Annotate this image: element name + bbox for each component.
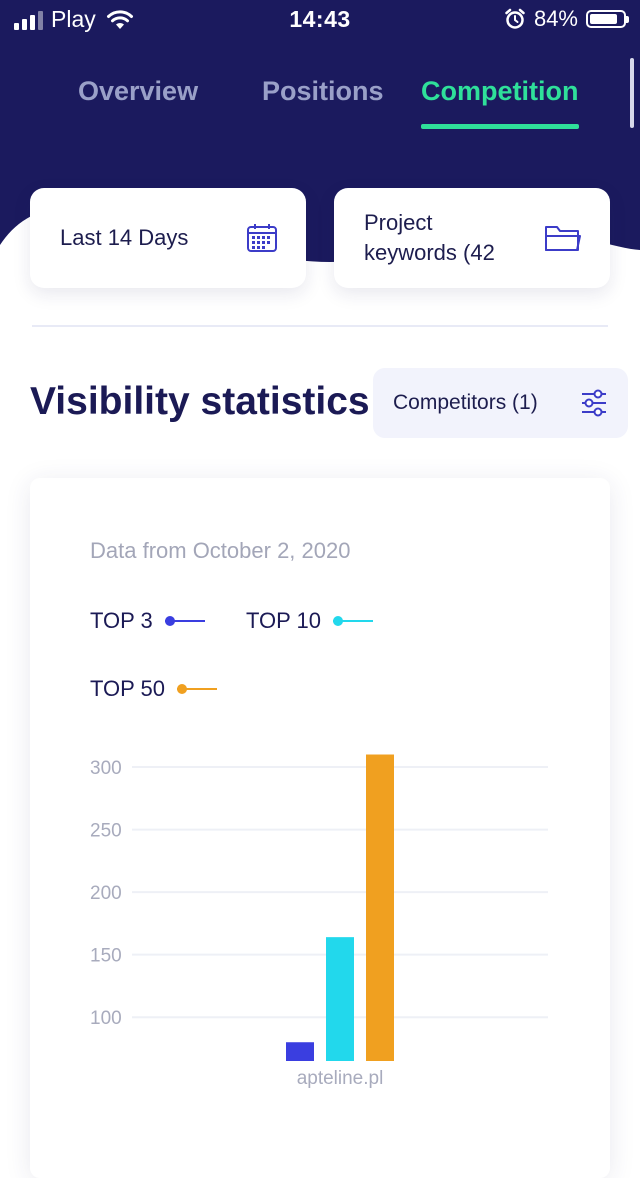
battery-level	[590, 14, 617, 24]
scroll-indicator[interactable]	[630, 58, 634, 128]
competitors-label: Competitors (1)	[393, 391, 538, 414]
bar-top3[interactable]	[286, 1042, 314, 1061]
section-title: Visibility statistics	[30, 380, 370, 423]
sliders-icon	[582, 389, 606, 417]
keywords-label: Project keywords (42	[364, 208, 495, 268]
tab-competition[interactable]: Competition	[421, 76, 579, 106]
visibility-chart-card: Data from October 2, 2020 TOP 3 TOP 10 T…	[30, 478, 610, 1178]
legend-item-top3[interactable]: TOP 3	[90, 608, 205, 634]
legend-label-top50: TOP 50	[90, 676, 166, 701]
signal-strength-icon	[14, 10, 43, 30]
legend-label-top10: TOP 10	[246, 608, 322, 633]
battery-percent: 84%	[533, 6, 578, 31]
y-tick-label: 150	[90, 946, 122, 967]
bar-chart: 100 150 200 250 300 apteline.pl	[90, 754, 548, 1089]
competitors-filter-button[interactable]: Competitors (1)	[373, 368, 628, 438]
legend-item-top50[interactable]: TOP 50	[90, 676, 218, 702]
date-range-label: Last 14 Days	[60, 225, 189, 250]
keywords-selector-button[interactable]: Project keywords (42	[334, 188, 610, 288]
x-category-label: apteline.pl	[297, 1068, 384, 1089]
date-range-button[interactable]: Last 14 Days	[30, 188, 306, 288]
y-tick-label: 250	[90, 821, 122, 842]
active-tab-indicator	[421, 124, 579, 129]
legend-item-top10[interactable]: TOP 10	[246, 608, 374, 634]
legend-swatch-top3	[164, 616, 205, 626]
battery-icon	[586, 10, 629, 28]
y-tick-label: 300	[90, 758, 122, 779]
wifi-icon	[106, 9, 133, 29]
carrier-name: Play	[51, 6, 96, 32]
bar-top50[interactable]	[366, 754, 394, 1061]
folder-icon	[545, 226, 581, 251]
section-divider	[32, 325, 608, 327]
status-left: Play	[14, 6, 134, 33]
keywords-label-line1: Project	[364, 210, 433, 235]
keywords-label-line2: keywords (42	[364, 240, 495, 265]
tab-overview[interactable]: Overview	[78, 76, 199, 106]
legend-swatch-top50	[177, 684, 218, 694]
alarm-icon	[505, 8, 525, 29]
status-time: 14:43	[289, 6, 351, 32]
legend-swatch-top10	[333, 616, 374, 626]
status-bar: Play 14:43 84%	[0, 0, 640, 42]
tab-bar: Overview Positions Competition	[0, 76, 640, 132]
data-from-label: Data from October 2, 2020	[90, 538, 351, 563]
status-right: 84%	[504, 6, 629, 32]
legend-label-top3: TOP 3	[90, 608, 153, 633]
y-tick-label: 200	[90, 883, 122, 904]
bar-top10[interactable]	[326, 937, 354, 1061]
tab-positions[interactable]: Positions	[262, 76, 384, 106]
calendar-icon	[247, 224, 277, 252]
y-tick-label: 100	[90, 1008, 122, 1029]
